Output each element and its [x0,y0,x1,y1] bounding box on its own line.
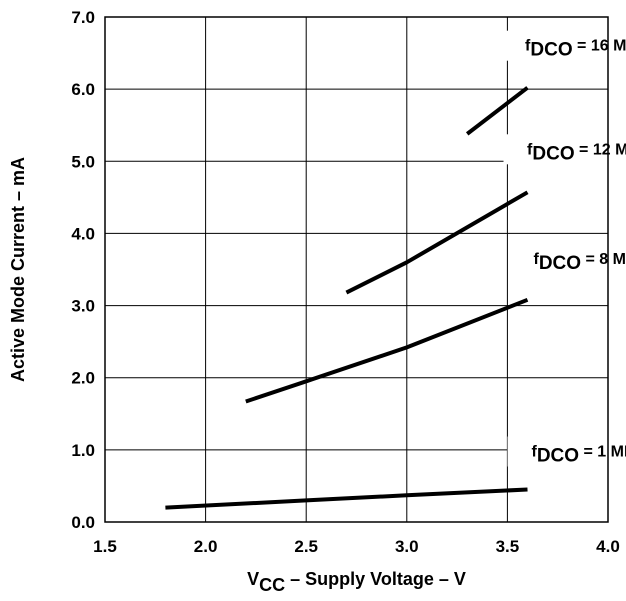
series-label-mask-3 [501,30,626,61]
series-line-2 [345,190,529,295]
series-label-rest-1: = 8 MHz [581,251,626,268]
x-axis-title-rest: – Supply Voltage – V [285,569,466,589]
y-tick-labels: 0.0 1.0 2.0 3.0 4.0 5.0 6.0 7.0 [71,8,95,532]
series-label-mask-0 [507,436,626,467]
x-tick-labels: 1.5 2.0 2.5 3.0 3.5 4.0 [93,537,620,556]
series-label-1: fDCO = 8 MHz [534,251,626,274]
y-tick-label-6: 6.0 [71,80,95,99]
series-label-rest-0: = 1 MHz [579,444,626,461]
series-label-2: fDCO = 12 MHz [527,141,626,164]
series-label-main-0: f [532,444,538,461]
series-label-mask-2 [503,134,626,165]
series-label-rest-2: = 12 MHz [575,141,626,158]
x-tick-label-4: 3.5 [496,537,520,556]
x-axis-title-main: V [247,569,259,589]
series-label-0: fDCO = 1 MHz [532,444,626,467]
series-label-3: fDCO = 16 MHz [525,38,626,61]
y-tick-label-3: 3.0 [71,297,95,316]
x-axis-title-sub: CC [259,575,285,595]
series-label-sub-3: DCO [530,40,572,61]
x-tick-label-1: 2.0 [194,537,218,556]
series-label-rest-3: = 16 MHz [573,38,626,55]
series-label-sub-0: DCO [537,446,579,467]
y-tick-label-7: 7.0 [71,8,95,27]
series-line-0 [165,487,528,510]
x-tick-label-2: 2.5 [294,537,318,556]
series-lines [165,86,529,510]
series-label-sub-1: DCO [539,253,581,274]
series-line-1 [245,297,529,404]
series-labels: fDCO = 1 MHzfDCO = 8 MHzfDCO = 12 MHzfDC… [501,30,626,467]
series-label-main-3: f [525,38,531,55]
x-tick-label-3: 3.0 [395,537,419,556]
y-tick-label-5: 5.0 [71,152,95,171]
series-label-mask-1 [509,243,626,274]
x-tick-label-5: 4.0 [596,537,620,556]
x-axis-title: VCC – Supply Voltage – V [247,569,466,595]
y-tick-label-2: 2.0 [71,369,95,388]
series-label-main-2: f [527,141,533,158]
series-label-main-1: f [534,251,540,268]
y-axis-title: Active Mode Current – mA [8,157,28,382]
y-tick-label-1: 1.0 [71,441,95,460]
series-line-3 [465,86,529,136]
y-tick-label-0: 0.0 [71,513,95,532]
series-label-sub-2: DCO [532,143,574,164]
x-tick-label-0: 1.5 [93,537,117,556]
plot-frame [104,16,609,523]
y-tick-label-4: 4.0 [71,224,95,243]
